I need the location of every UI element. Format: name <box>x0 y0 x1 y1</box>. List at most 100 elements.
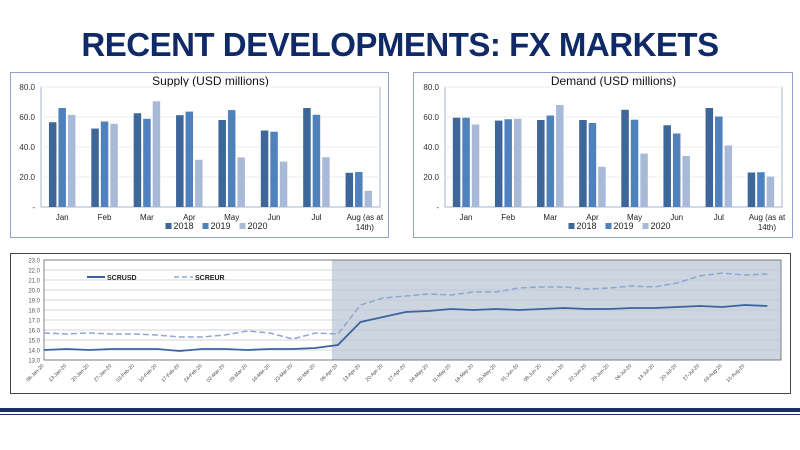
x-tick-label: 11-May-20 <box>431 363 452 384</box>
x-tick-label: 13-Jan-20 <box>48 363 68 383</box>
bar-2019-feb <box>504 119 512 207</box>
demand-chart-frame <box>413 72 793 238</box>
bar-2018-apr <box>579 120 587 207</box>
page-title: RECENT DEVELOPMENTS: FX MARKETS <box>81 26 719 63</box>
footer-rule <box>0 408 800 412</box>
x-tick-label: 13-Apr-20 <box>342 363 362 383</box>
legend-label-2020: 2020 <box>651 221 671 231</box>
y-tick-label: 40.0 <box>423 143 439 152</box>
y-tick-label: 21.0 <box>28 279 40 285</box>
x-tick-label: 18-May-20 <box>454 363 475 384</box>
x-tick-label: 14th) <box>356 223 375 232</box>
x-tick-label: 03-Aug-20 <box>703 363 724 384</box>
bar-2018-mar <box>133 113 142 207</box>
y-tick-label: - <box>32 203 35 212</box>
y-tick-label: 14.0 <box>28 349 40 355</box>
x-tick-label: 29-Jun-20 <box>590 363 610 383</box>
bar-2018-jan <box>48 122 57 207</box>
bar-2020-apr <box>195 159 203 207</box>
bar-2020-jun <box>682 156 690 207</box>
legend-swatch-2018 <box>568 223 575 229</box>
bar-2019-mar <box>143 118 151 207</box>
x-tick-label: Jul <box>311 213 321 222</box>
legend-label-2018: 2018 <box>577 221 597 231</box>
x-tick-label: 10-Aug-20 <box>725 363 746 384</box>
x-tick-label: Mar <box>543 213 557 222</box>
bar-2020-may <box>640 153 648 207</box>
legend-swatch-2019 <box>605 223 612 229</box>
chart-title: Supply (USD millions) <box>152 74 269 88</box>
bar-2018-aug <box>345 172 354 207</box>
x-tick-label: 20-Jul-20 <box>659 363 678 382</box>
bar-2020-mar <box>152 101 161 207</box>
bar-2019-may <box>630 119 639 207</box>
y-tick-label: 13.0 <box>28 359 40 365</box>
x-tick-label: 25-May-20 <box>476 363 497 384</box>
bar-2020-jul <box>724 145 733 207</box>
bar-2020-jan <box>67 114 76 207</box>
y-tick-label: 20.0 <box>423 173 439 182</box>
bar-2020-feb <box>110 123 118 207</box>
x-tick-label: Feb <box>98 213 112 222</box>
x-tick-label: May <box>224 213 239 222</box>
legend-swatch-2018 <box>165 223 172 229</box>
x-tick-label: 02-Mar-20 <box>206 363 227 384</box>
y-tick-label: 18.0 <box>28 309 40 315</box>
bar-2018-jan <box>452 117 461 207</box>
bar-2020-jan <box>471 124 480 207</box>
bar-2018-jun <box>260 130 269 207</box>
y-tick-label: - <box>436 203 439 212</box>
x-tick-label: Apr <box>586 213 599 222</box>
x-tick-label: 20-Apr-20 <box>365 363 385 383</box>
x-tick-label: May <box>627 213 642 222</box>
series-line-scrusd <box>43 304 768 352</box>
legend-swatch-2019 <box>202 223 209 229</box>
x-tick-label: Jun <box>670 213 683 222</box>
bar-2019-feb <box>100 121 109 207</box>
x-tick-label: 06-Jul-20 <box>614 363 633 382</box>
series-line-screur <box>43 272 768 340</box>
bar-2018-aug <box>747 172 756 207</box>
x-tick-label: 16-Mar-20 <box>251 363 272 384</box>
bar-2018-feb <box>91 128 99 207</box>
x-tick-label: 10-Feb-20 <box>138 363 159 384</box>
legend-label-2019: 2019 <box>211 221 231 231</box>
fx-line-chart-frame <box>10 253 791 394</box>
legend-label-2020: 2020 <box>248 221 268 231</box>
x-tick-label: Apr <box>183 213 196 222</box>
legend-label-2018: 2018 <box>174 221 194 231</box>
bar-2020-aug <box>766 176 775 207</box>
x-tick-label: Aug (as at <box>347 213 384 222</box>
x-tick-label: 06-Apr-20 <box>319 363 339 383</box>
bar-2019-apr <box>185 111 194 207</box>
bar-2019-jun <box>672 133 681 207</box>
x-tick-label: 20-Jan-20 <box>70 363 90 383</box>
bar-2019-jul <box>312 114 321 207</box>
x-tick-label: 22-Jun-20 <box>568 363 588 383</box>
bar-2019-jan <box>462 117 470 207</box>
y-tick-label: 40.0 <box>19 143 35 152</box>
y-tick-label: 60.0 <box>423 113 439 122</box>
bar-2018-jun <box>663 125 671 207</box>
x-tick-label: Aug (as at <box>749 213 786 222</box>
bar-2020-jun <box>279 161 288 207</box>
y-tick-label: 16.0 <box>28 329 40 335</box>
bar-2018-apr <box>176 115 184 207</box>
y-tick-label: 19.0 <box>28 299 40 305</box>
x-tick-label: 14th) <box>758 223 777 232</box>
footer-rule-thin <box>0 414 800 415</box>
bar-2018-mar <box>537 120 545 207</box>
bar-2019-apr <box>588 123 597 207</box>
x-tick-label: 13-Jul-20 <box>637 363 656 382</box>
x-tick-label: 27-Jul-20 <box>682 363 701 382</box>
x-tick-label: 08-Jun-20 <box>523 363 543 383</box>
bar-2020-jul <box>322 157 330 207</box>
bar-2019-mar <box>546 115 555 207</box>
bar-2019-aug <box>355 172 363 207</box>
plot-area <box>43 259 782 361</box>
y-tick-label: 60.0 <box>19 113 35 122</box>
x-tick-label: 06-Jan-20 <box>25 363 45 383</box>
x-tick-label: Jan <box>56 213 69 222</box>
bar-2019-jul <box>715 116 723 207</box>
x-tick-label: Jan <box>460 213 473 222</box>
